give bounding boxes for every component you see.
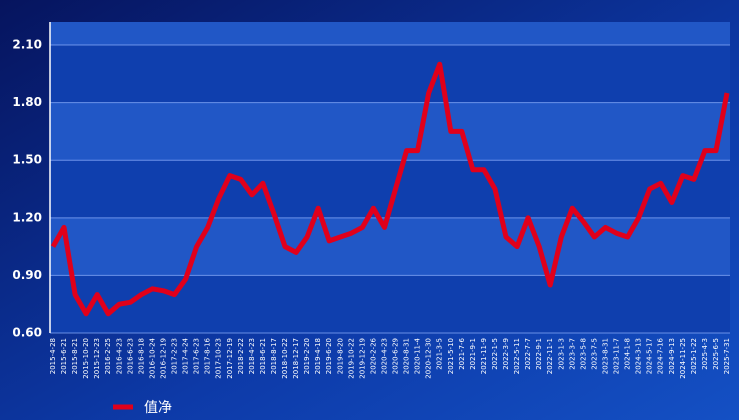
x-tick-label: 2020-8-31 [403,338,411,374]
grid-band [50,217,730,276]
x-tick-label: 2022-3-9 [502,338,510,370]
x-tick-label: 2024-3-13 [635,338,643,374]
x-tick-label: 2023-3-7 [568,338,576,370]
x-tick-label: 2017-10-23 [215,338,223,379]
x-tick-label: 2023-5-8 [579,338,587,370]
x-tick-label: 2018-8-17 [270,338,278,374]
x-tick-label: 2019-12-19 [358,338,366,379]
x-tick-label: 2018-12-17 [292,338,300,379]
x-tick-label: 2015-10-20 [82,338,90,379]
x-tick-label: 2025-6-5 [712,338,720,370]
x-tick-label: 2022-9-1 [535,338,543,370]
x-tick-label: 2016-12-19 [159,338,167,379]
x-tick-label: 2022-5-11 [513,338,521,374]
x-tick-label: 2025-4-3 [701,338,709,370]
x-tick-label: 2020-11-4 [414,337,422,374]
x-tick-label: 2017-12-19 [226,338,234,379]
x-tick-label: 2024-7-16 [657,337,665,374]
x-tick-label: 2016-2-25 [104,338,112,374]
x-tick-label: 2018-2-22 [237,338,245,374]
x-tick-label: 2020-2-26 [369,337,377,374]
x-tick-label: 2018-10-22 [281,338,289,379]
y-tick-label: 2.10 [12,38,42,52]
x-tick-label: 2021-5-10 [447,338,455,374]
x-tick-label: 2019-10-22 [347,338,355,379]
x-tick-label: 2015-4-28 [49,338,57,374]
x-tick-label: 2024-9-13 [668,338,676,374]
x-tick-label: 2017-6-23 [193,338,201,374]
x-tick-label: 2016-6-23 [126,338,134,374]
x-tick-label: 2024-1-8 [624,338,632,370]
x-tick-label: 2020-4-23 [380,338,388,374]
x-tick-label: 2021-9-1 [469,338,477,370]
y-tick-label: 0.60 [12,326,42,340]
x-tick-label: 2021-11-9 [480,338,488,374]
grid-band [50,102,730,161]
y-tick-label: 1.20 [12,210,42,224]
grid-band [50,22,730,46]
x-tick-label: 2025-1-22 [690,338,698,374]
x-tick-label: 2017-4-24 [182,337,190,374]
plot-area [50,22,730,333]
legend-label: 值净 [144,400,172,416]
x-tick-label: 2021-7-6 [458,337,466,369]
x-tick-label: 2019-4-18 [314,338,322,374]
x-tick-label: 2018-4-23 [248,338,256,374]
x-tick-label: 2024-5-17 [646,338,654,374]
x-tick-label: 2022-1-5 [491,338,499,370]
y-tick-label: 0.90 [12,268,42,282]
x-tick-label: 2015-6-21 [60,338,68,374]
x-tick-label: 2019-8-20 [336,338,344,374]
x-tick-label: 2017-2-23 [171,338,179,374]
x-tick-label: 2017-8-16 [204,337,212,374]
x-tick-label: 2023-7-5 [590,338,598,370]
x-tick-label: 2023-11-7 [613,338,621,374]
x-tick-label: 2025-7-31 [723,338,731,374]
x-tick-label: 2020-6-29 [392,338,400,374]
x-tick-label: 2023-8-31 [601,338,609,374]
x-tick-label: 2016-10-24 [148,337,156,378]
x-tick-label: 2019-6-20 [325,338,333,374]
x-tick-label: 2024-11-25 [679,338,687,379]
x-tick-label: 2018-6-21 [259,338,267,374]
x-tick-label: 2021-3-5 [436,338,444,370]
y-tick-label: 1.50 [12,153,42,167]
x-tick-label: 2016-8-18 [137,338,145,374]
x-tick-label: 2022-11-1 [546,338,554,374]
x-tick-label: 2022-7-7 [524,338,532,370]
x-tick-label: 2019-2-20 [303,338,311,374]
series-line [50,61,730,317]
x-tick-label: 2023-1-3 [557,338,565,370]
y-tick-label: 1.80 [12,95,42,109]
x-tick-label: 2015-12-23 [93,338,101,379]
x-tick-label: 2016-4-23 [115,338,123,374]
x-tick-label: 2020-12-30 [425,338,433,379]
x-tick-label: 2015-8-21 [71,338,79,374]
